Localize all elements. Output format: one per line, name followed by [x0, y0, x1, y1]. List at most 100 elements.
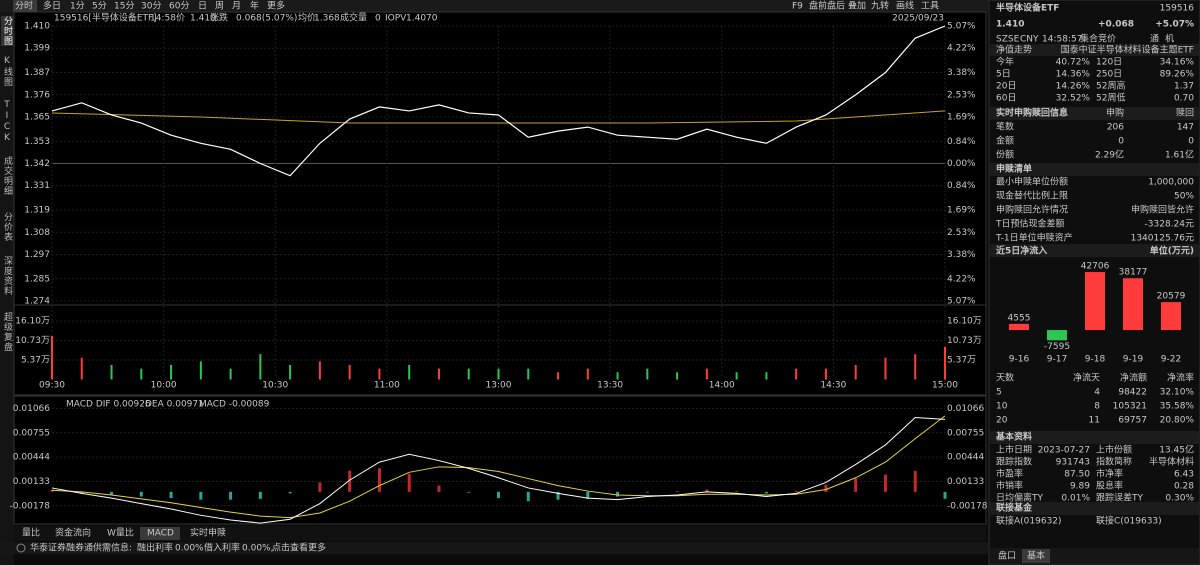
price-tick: 1.274	[24, 297, 50, 307]
time-tick: 14:30	[820, 381, 846, 391]
macd-bar	[794, 491, 798, 492]
label: T日预估现金差额	[995, 218, 1065, 230]
vol-tick: 16.10万	[947, 317, 982, 327]
tab[interactable]: 日	[198, 1, 207, 12]
label: 20	[996, 416, 1008, 426]
side-tab[interactable]: 深度资料	[2, 256, 12, 296]
tab[interactable]: 周	[215, 1, 224, 12]
macd-bar	[526, 491, 530, 502]
pct-tick: 2.53%	[947, 90, 976, 100]
time-tick: 11:00	[374, 381, 400, 391]
label: 跟踪误差TY	[1096, 492, 1143, 504]
label[interactable]: 盘口	[998, 550, 1016, 562]
macd-bar	[169, 491, 173, 499]
tab[interactable]: 年	[250, 0, 259, 12]
volume-bar	[348, 365, 351, 380]
side-tab[interactable]: 分时图	[1, 16, 13, 46]
tab[interactable]: 更多	[267, 0, 285, 12]
label: 206	[1107, 123, 1124, 133]
tool[interactable]: 画线	[896, 0, 914, 12]
side-tab[interactable]: 成交明细	[2, 156, 12, 196]
tab[interactable]: 30分	[141, 1, 161, 12]
section-head	[990, 244, 1199, 257]
volume-bar	[616, 372, 619, 380]
tab[interactable]: 5分	[92, 1, 107, 12]
volume-bar	[884, 357, 887, 380]
indicator-tab[interactable]: MACD	[147, 529, 174, 539]
tab[interactable]: 1分	[70, 1, 85, 12]
label: 13.45亿	[1159, 444, 1194, 456]
label: 天数	[996, 372, 1014, 384]
indicator-tab[interactable]: 量比	[22, 527, 40, 539]
label[interactable]: 联接A(019632)	[996, 515, 1062, 527]
tool[interactable]: F9	[792, 2, 803, 12]
tab[interactable]: 15分	[114, 1, 134, 12]
label: 最小申赎单位份额	[996, 176, 1068, 188]
label: +5.07%	[1155, 20, 1194, 30]
indicator-tab[interactable]: W量比	[107, 527, 134, 539]
macd-bar	[913, 470, 917, 492]
macd-bar	[497, 491, 500, 499]
label: 89.26%	[1160, 70, 1195, 80]
macd-bar	[616, 491, 620, 497]
indicator-tab[interactable]: 实时申赎	[190, 527, 226, 539]
tab[interactable]: 60分	[169, 1, 189, 12]
status-text: 0.00%	[175, 544, 204, 554]
indicator-tab[interactable]: 资金流向	[55, 527, 91, 539]
label: 0.30%	[1165, 494, 1194, 504]
label: 159516	[1160, 4, 1195, 14]
label: 87.50	[1064, 470, 1090, 480]
macd-bar	[764, 491, 768, 494]
flow-label: -7595	[1044, 342, 1070, 352]
tool[interactable]: 叠加	[848, 1, 866, 12]
label: 32.10%	[1160, 388, 1195, 398]
volume-bar	[646, 368, 649, 380]
volume-bar	[914, 354, 917, 380]
tool[interactable]: 工具	[921, 1, 939, 12]
label: 日均偏离TY	[996, 492, 1043, 504]
flow-bar	[1009, 323, 1029, 331]
flow-category: 9-17	[1047, 355, 1067, 365]
price-tick: 1.342	[24, 159, 50, 169]
side-tab[interactable]: TICK	[2, 100, 12, 144]
label: 105321	[1113, 402, 1147, 412]
price-tick: 1.387	[24, 68, 50, 78]
label: 成交量	[340, 12, 367, 24]
label: 32.52%	[1056, 94, 1091, 104]
active-tab	[13, 0, 37, 12]
section-head	[990, 44, 1199, 56]
pct-tick: 4.22%	[947, 44, 976, 54]
side-tab[interactable]: K线图	[2, 56, 12, 87]
macd-bar	[586, 491, 590, 499]
panel-tabs	[990, 548, 1199, 564]
price-panel	[13, 11, 987, 396]
label: 1,000,000	[1148, 178, 1194, 188]
label: 现金替代比例上限	[996, 190, 1068, 202]
volume-bar	[199, 361, 202, 380]
tool[interactable]: 盘前盘后	[809, 0, 845, 12]
tab[interactable]: 多日	[43, 0, 61, 12]
price-tick: 1.331	[24, 181, 50, 191]
time-tick: 15:00	[932, 381, 958, 391]
label[interactable]: 联接C(019633)	[1096, 515, 1162, 527]
side-tab[interactable]: 分价表	[2, 212, 12, 242]
label: 5	[996, 388, 1002, 398]
flow-label: 4555	[1008, 313, 1031, 323]
time-tick: 10:00	[151, 381, 177, 391]
label[interactable]: 基本	[1027, 550, 1045, 562]
volume-bar	[289, 365, 292, 380]
macd-bar	[377, 468, 381, 492]
label: 申购	[1106, 107, 1124, 119]
status-text: 借入利率	[204, 542, 240, 554]
volume-bar	[557, 372, 560, 380]
side-tab[interactable]: 超级复盘	[2, 312, 12, 352]
tool[interactable]: 九转	[871, 0, 889, 12]
tab[interactable]: 月	[232, 1, 241, 12]
label: 价	[176, 13, 185, 24]
tab[interactable]: 分时	[15, 0, 33, 12]
label: 9.89	[1070, 482, 1090, 492]
label: 金额	[996, 135, 1014, 147]
label: 通	[1150, 34, 1159, 45]
status-text[interactable]: 点击查看更多	[272, 542, 326, 554]
volume-bar	[854, 365, 857, 380]
